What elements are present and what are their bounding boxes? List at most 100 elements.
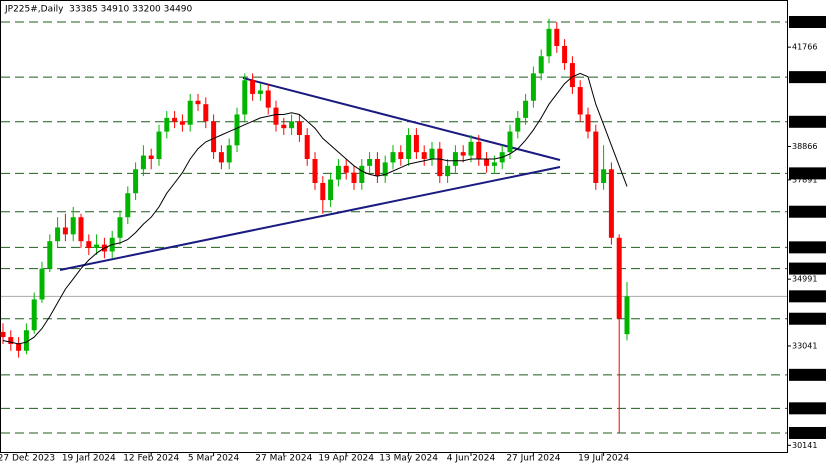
candle-body — [460, 152, 466, 156]
candle-body — [203, 104, 209, 122]
candle-body — [585, 114, 591, 132]
candle-body — [530, 73, 536, 101]
candle-body — [328, 179, 334, 201]
candle-body — [304, 135, 310, 159]
candle-body — [281, 124, 287, 129]
level-label: 38080 — [793, 169, 822, 179]
level-label: 36960 — [793, 208, 822, 218]
levels — [1, 21, 787, 434]
x-tick-label: 27 Dec 2023 — [0, 454, 55, 464]
candle-body — [320, 182, 326, 201]
level-label: 31220 — [793, 404, 822, 414]
candle-body — [437, 148, 443, 177]
candle-body — [47, 241, 53, 269]
candle-body — [78, 217, 84, 242]
level-box — [789, 426, 826, 439]
level-label: 30500 — [793, 429, 822, 439]
level-label: 39586 — [793, 118, 822, 128]
candle-body — [0, 331, 6, 338]
candle-body — [312, 158, 318, 183]
candle-body — [569, 63, 575, 88]
plot-frame — [0, 0, 788, 453]
candle-body — [86, 241, 92, 249]
candle-body — [546, 28, 552, 57]
level-box — [789, 167, 826, 180]
candle-body — [523, 100, 529, 118]
candle-body — [94, 244, 100, 249]
y-tick-label: 34991 — [792, 275, 817, 284]
candle-body — [172, 117, 178, 122]
candle-body — [70, 217, 76, 235]
candle-body — [406, 135, 412, 159]
candle-body — [608, 169, 614, 238]
candle-body — [179, 121, 185, 125]
level-box — [789, 312, 826, 325]
candle-body — [382, 162, 388, 177]
candle-body — [133, 169, 139, 194]
candle-body — [257, 90, 263, 94]
candle-body — [491, 162, 497, 166]
candle-body — [211, 121, 217, 153]
candle-body — [8, 337, 14, 344]
candle-body — [390, 152, 396, 163]
x-tick-label: 27 Mar 2024 — [255, 454, 312, 464]
x-tick-label: 13 May 2024 — [379, 454, 438, 464]
candle-body — [507, 131, 513, 153]
candle-body — [343, 165, 349, 173]
candle-body — [452, 152, 458, 166]
candle-body — [484, 158, 490, 166]
candle-body — [577, 87, 583, 115]
candle-body — [242, 80, 248, 115]
candle-body — [250, 80, 256, 94]
level-box — [789, 241, 826, 254]
candle-body — [398, 152, 404, 159]
y-tick-label: 37891 — [792, 175, 817, 184]
candle-body — [421, 152, 427, 159]
candle-body — [616, 237, 622, 319]
candle-body — [62, 227, 68, 235]
candle-body — [367, 158, 373, 166]
candle-body — [31, 299, 37, 331]
level-label: 42500 — [793, 18, 822, 28]
level-label: 33836 — [793, 315, 822, 325]
candle-body — [515, 117, 521, 132]
level-box — [789, 368, 826, 381]
candle-body — [23, 330, 29, 351]
level-box — [789, 71, 826, 84]
candle-body — [593, 131, 599, 183]
candle-body — [164, 117, 170, 132]
candle-body — [117, 217, 123, 238]
candle-body — [16, 343, 22, 351]
trendline-upper — [242, 77, 561, 161]
level-label: 35920 — [793, 243, 822, 253]
candle-body — [187, 100, 193, 125]
candle-body — [156, 131, 162, 159]
candle-body — [374, 158, 380, 177]
candle-body — [39, 268, 45, 300]
candle-body — [148, 155, 154, 159]
y-tick-label: 30141 — [792, 441, 817, 450]
candle-body — [140, 155, 146, 170]
candle-body — [335, 165, 341, 180]
candle-body — [562, 45, 568, 64]
x-tick-label: 19 Jul 2024 — [578, 454, 629, 464]
level-label: 32198 — [793, 371, 822, 381]
candle-body — [296, 121, 302, 136]
level-box — [789, 402, 826, 415]
candle-body — [226, 145, 232, 163]
level-box — [789, 115, 826, 128]
candle-body — [624, 296, 630, 335]
candle-body — [265, 90, 271, 108]
candle-body — [273, 107, 279, 125]
x-tick-label: 12 Feb 2024 — [123, 454, 179, 464]
candle-body — [429, 148, 435, 159]
candle-body — [445, 165, 451, 177]
y-tick-label: 38866 — [792, 142, 817, 151]
candle-body — [125, 193, 131, 218]
candle-body — [476, 141, 482, 159]
current-price-label: 34490 — [793, 292, 822, 302]
chart-title: JP225#,Daily 33385 34910 33200 34490 — [4, 5, 193, 15]
candle-body — [218, 152, 224, 163]
